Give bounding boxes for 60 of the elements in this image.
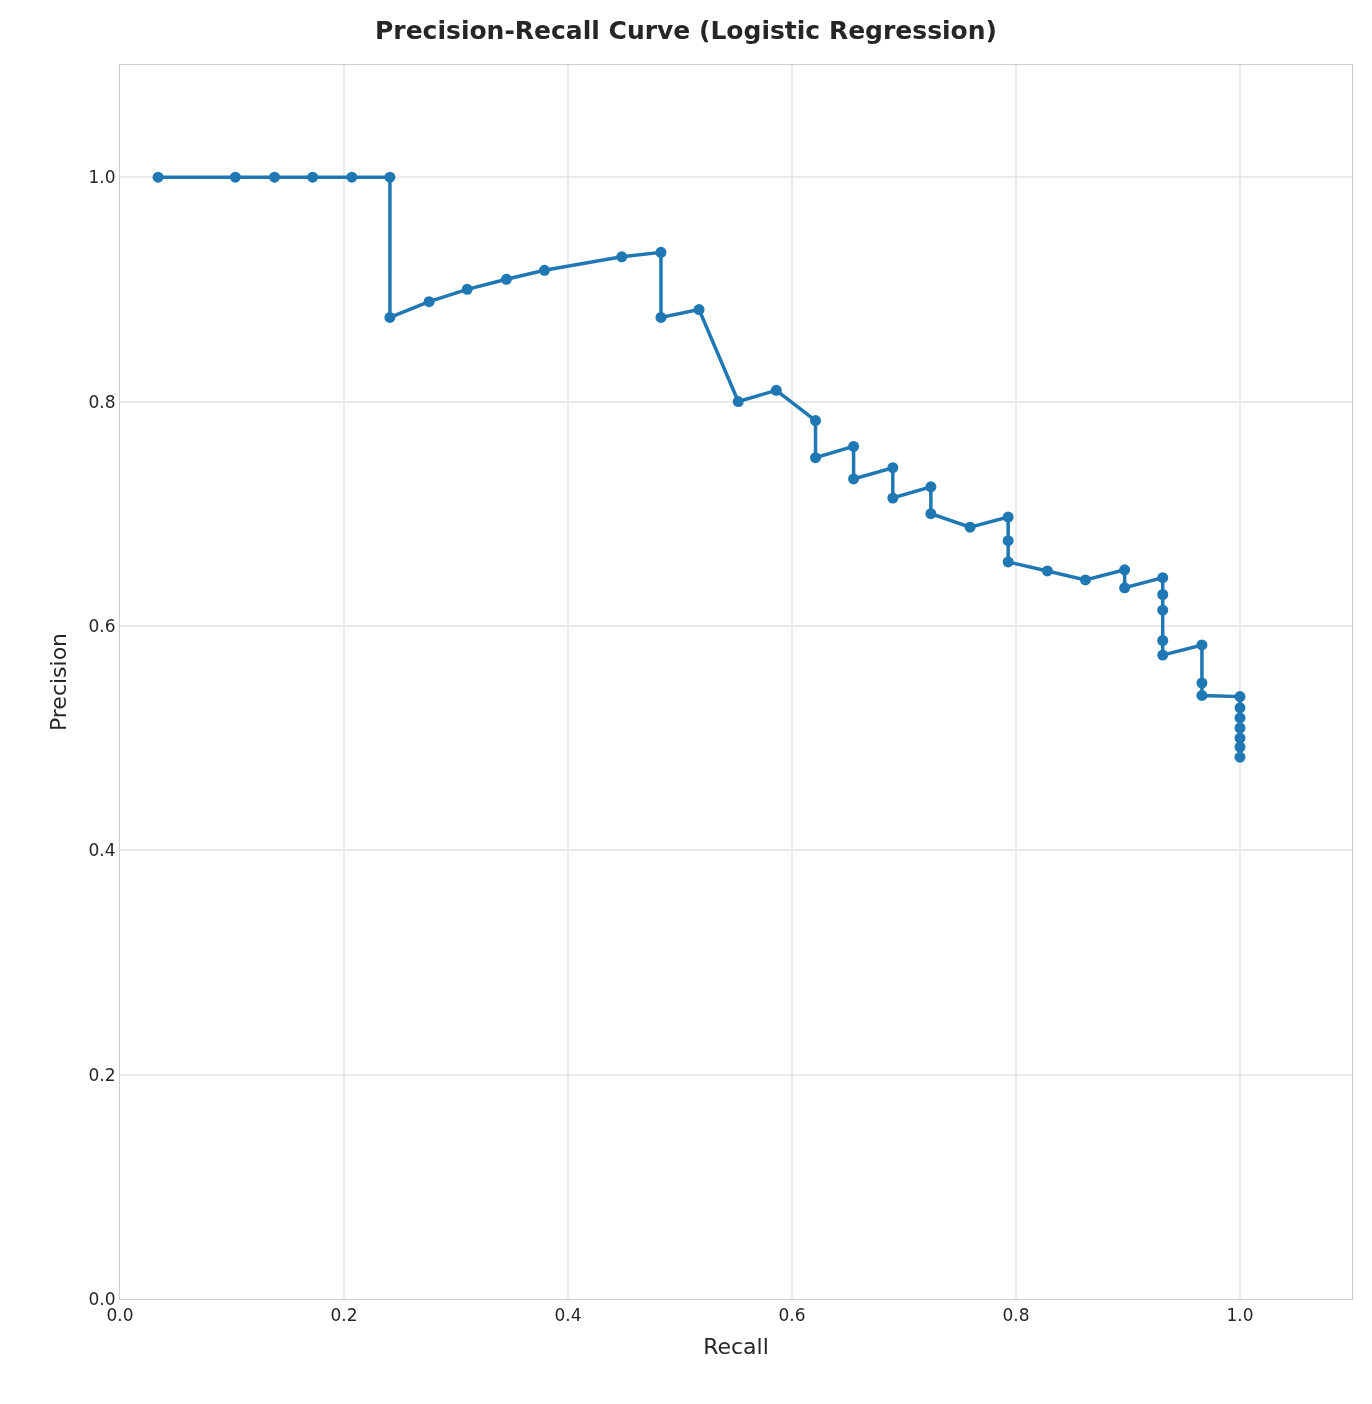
point xyxy=(925,481,937,493)
point xyxy=(1002,535,1014,547)
point xyxy=(1157,649,1169,661)
y-tick-label: 1.0 xyxy=(88,167,116,188)
point xyxy=(1157,604,1169,616)
point xyxy=(848,473,860,485)
point xyxy=(152,171,164,183)
point xyxy=(1119,582,1131,594)
point xyxy=(1234,751,1246,763)
y-tick-label: 0.6 xyxy=(88,615,116,636)
point xyxy=(229,171,241,183)
point xyxy=(1234,691,1246,703)
point xyxy=(1196,689,1208,701)
y-axis-title: Precision xyxy=(46,632,72,732)
x-tick-label: 0.6 xyxy=(778,1304,806,1325)
point xyxy=(307,171,319,183)
x-tick-label: 0.2 xyxy=(330,1304,358,1325)
point xyxy=(1041,565,1053,577)
point xyxy=(1157,572,1169,584)
point xyxy=(461,283,473,295)
point xyxy=(1196,677,1208,689)
x-tick-label: 0.4 xyxy=(554,1304,582,1325)
point xyxy=(732,396,744,408)
x-axis-title: Recall xyxy=(703,1334,769,1360)
point xyxy=(925,508,937,520)
point xyxy=(1234,702,1246,714)
point xyxy=(384,171,396,183)
point xyxy=(770,384,782,396)
point xyxy=(384,311,396,323)
point xyxy=(500,273,512,285)
point xyxy=(1234,722,1246,734)
point xyxy=(1234,741,1246,753)
y-tick-label: 0.2 xyxy=(88,1064,116,1085)
point xyxy=(346,171,358,183)
point xyxy=(887,492,899,504)
point xyxy=(810,415,822,427)
point xyxy=(423,296,435,308)
point xyxy=(1119,564,1131,576)
point xyxy=(655,246,667,258)
point xyxy=(616,251,628,263)
x-tick-label: 1.0 xyxy=(1226,1304,1254,1325)
x-tick-label: 0.8 xyxy=(1002,1304,1030,1325)
point xyxy=(1079,574,1091,586)
point xyxy=(810,452,822,464)
point xyxy=(269,171,281,183)
point xyxy=(655,311,667,323)
point xyxy=(1196,639,1208,651)
chart-title: Precision-Recall Curve (Logistic Regression) xyxy=(375,15,997,45)
y-tick-label: 0.8 xyxy=(88,391,116,412)
point xyxy=(1002,556,1014,568)
point xyxy=(1002,511,1014,523)
point xyxy=(887,462,899,474)
point xyxy=(538,264,550,276)
y-tick-label: 0.4 xyxy=(88,840,116,861)
point xyxy=(964,521,976,533)
point xyxy=(1234,712,1246,724)
point xyxy=(1157,589,1169,600)
point xyxy=(1157,634,1169,646)
point xyxy=(848,440,860,452)
point xyxy=(693,304,705,316)
